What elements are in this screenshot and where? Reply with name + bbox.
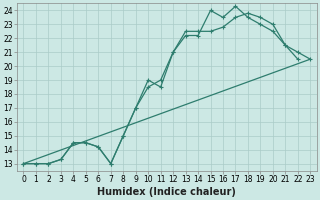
X-axis label: Humidex (Indice chaleur): Humidex (Indice chaleur) bbox=[98, 187, 236, 197]
